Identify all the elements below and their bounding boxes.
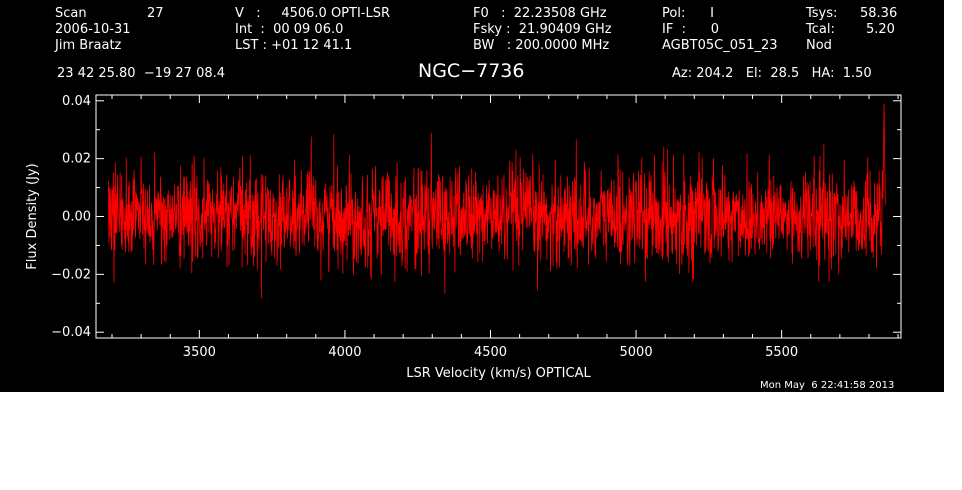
scan-number: 27	[147, 6, 164, 21]
spectrum-line	[108, 103, 886, 299]
velocity-info: V : 4506.0 OPTI-LSR	[235, 6, 391, 21]
tcal-value: 5.20	[866, 22, 895, 37]
axes: 3500 4000 4500 5000 5500 −0.04 −0.02 0.00 0.02 0.…	[51, 94, 901, 360]
y-axis-label: Flux Density (Jy)	[25, 163, 40, 269]
scan-label: Scan	[55, 6, 87, 21]
series-layer	[108, 103, 886, 299]
project-id: AGBT05C_051_23	[662, 38, 778, 53]
timestamp: Mon May 6 22:41:58 2013	[760, 380, 895, 391]
x-tick-label: 3500	[183, 345, 216, 360]
rest-frequency: F0 : 22.23508 GHz	[473, 6, 607, 21]
y-tick-label: 0.04	[62, 94, 91, 109]
az-el-ha: Az: 204.2 El: 28.5 HA: 1.50	[672, 66, 872, 81]
y-tick-label: 0.00	[62, 210, 91, 225]
sky-frequency: Fsky : 21.90409 GHz	[473, 22, 612, 37]
y-tick-label: −0.02	[51, 267, 91, 282]
polarization: Pol: I	[662, 6, 714, 21]
x-tick-label: 5500	[765, 345, 798, 360]
lst: LST : +01 12 41.1	[235, 38, 353, 53]
procedure: Nod	[806, 38, 832, 53]
source-name: NGC−7736	[418, 60, 525, 82]
observer: Jim Braatz	[55, 38, 122, 53]
plot-frame	[95, 94, 902, 339]
obs-date: 2006-10-31	[55, 22, 131, 37]
y-tick-label: 0.02	[62, 152, 91, 167]
tcal-label: Tcal:	[806, 22, 835, 37]
x-tick-label: 5000	[620, 345, 653, 360]
integration-time: Int : 00 09 06.0	[235, 22, 344, 37]
bandwidth: BW : 200.0000 MHz	[473, 38, 610, 53]
y-tick-label: −0.04	[51, 325, 91, 340]
coordinates: 23 42 25.80 −19 27 08.4	[57, 66, 226, 81]
x-axis-label: LSR Velocity (km/s) OPTICAL	[406, 366, 591, 381]
if-number: IF : 0	[662, 22, 720, 37]
tsys-label: Tsys:	[806, 6, 838, 21]
x-tick-label: 4500	[474, 345, 507, 360]
x-tick-label: 4000	[328, 345, 361, 360]
tsys-value: 58.36	[860, 6, 898, 21]
spectrum-chart: 3500 4000 4500 5000 5500 −0.04 −0.02 0.00 0.02 0.…	[25, 94, 902, 381]
plot-panel: Scan 27 2006-10-31 Jim Braatz V : 4506.0…	[0, 0, 944, 392]
